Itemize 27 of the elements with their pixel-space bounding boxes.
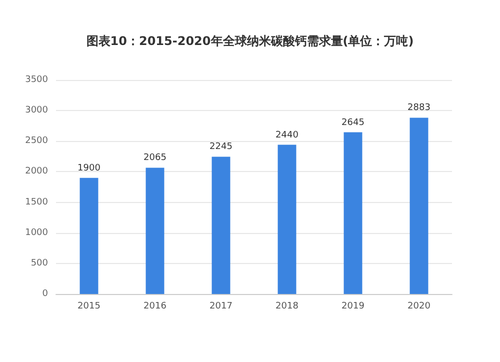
data-label: 2065 bbox=[144, 153, 166, 164]
x-tick-label: 2020 bbox=[408, 302, 431, 312]
x-tick-label: 2016 bbox=[144, 302, 167, 312]
bar bbox=[278, 144, 296, 294]
y-tick-label: 3000 bbox=[25, 106, 48, 116]
x-tick-label: 2017 bbox=[210, 302, 232, 312]
bar bbox=[410, 118, 428, 294]
data-label: 2883 bbox=[408, 103, 430, 114]
y-tick-label: 500 bbox=[30, 258, 48, 268]
x-tick-label: 2015 bbox=[78, 302, 100, 312]
y-tick-label: 1000 bbox=[25, 228, 48, 238]
data-label: 2645 bbox=[342, 118, 364, 128]
y-tick-label: 2500 bbox=[25, 136, 48, 146]
data-label: 2245 bbox=[210, 142, 232, 152]
data-label: 1900 bbox=[78, 163, 101, 174]
bar bbox=[344, 132, 362, 294]
y-tick-label: 0 bbox=[42, 289, 48, 299]
bar bbox=[146, 168, 164, 294]
bar bbox=[212, 156, 230, 294]
chart-title: 图表10：2015-2020年全球纳米碳酸钙需求量(单位：万吨) bbox=[86, 34, 414, 48]
data-label: 2440 bbox=[276, 130, 299, 140]
x-tick-label: 2019 bbox=[342, 302, 365, 312]
x-tick-label: 2018 bbox=[276, 302, 299, 312]
y-tick-label: 1500 bbox=[25, 197, 48, 208]
y-tick-label: 3500 bbox=[25, 75, 48, 85]
y-tick-label: 2000 bbox=[25, 166, 48, 177]
bar bbox=[80, 178, 98, 294]
